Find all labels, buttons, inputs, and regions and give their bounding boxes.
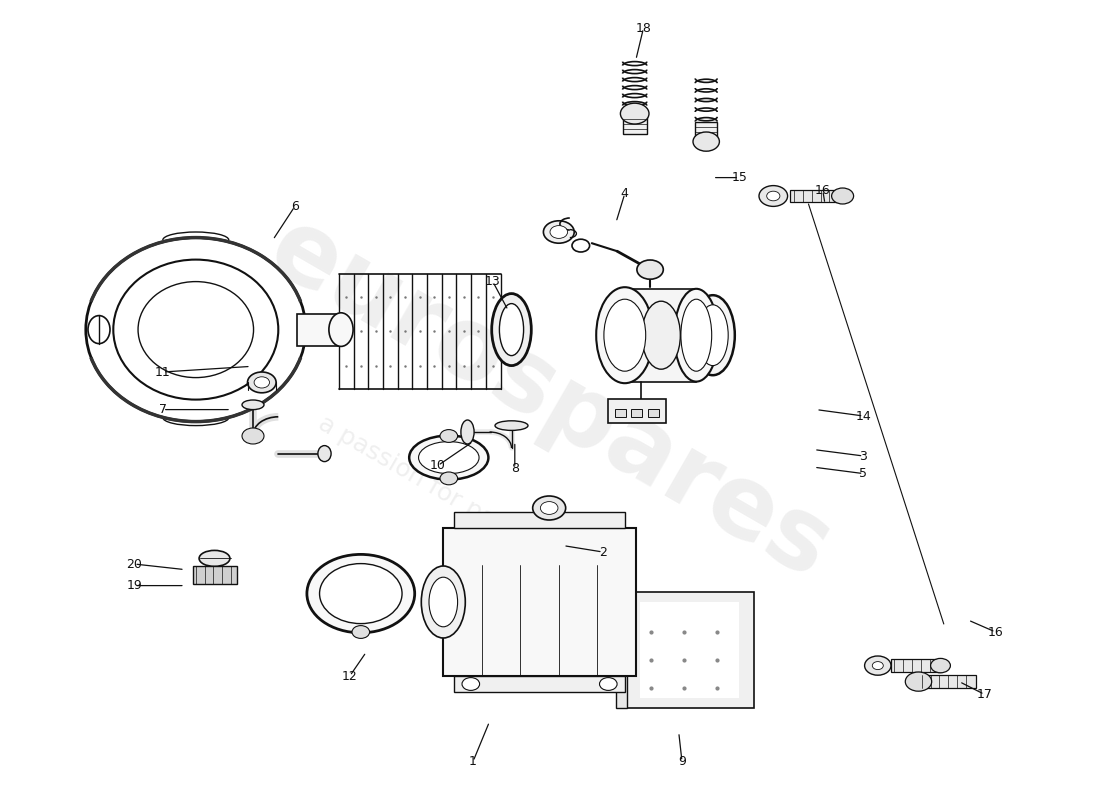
Ellipse shape: [329, 313, 353, 346]
Ellipse shape: [320, 563, 403, 624]
Ellipse shape: [492, 294, 531, 366]
Circle shape: [637, 260, 663, 279]
Ellipse shape: [495, 421, 528, 430]
Text: 16: 16: [988, 626, 1003, 638]
Circle shape: [440, 430, 458, 442]
Circle shape: [462, 678, 480, 690]
Ellipse shape: [596, 287, 653, 383]
Bar: [623, 114, 647, 134]
Text: 14: 14: [856, 410, 871, 422]
Text: 9: 9: [678, 755, 686, 768]
Circle shape: [248, 372, 276, 393]
Ellipse shape: [409, 435, 488, 480]
Ellipse shape: [499, 303, 524, 355]
Text: 6: 6: [290, 200, 299, 213]
Circle shape: [550, 226, 568, 238]
Circle shape: [693, 132, 719, 151]
Ellipse shape: [421, 566, 465, 638]
Bar: [648, 409, 659, 417]
Circle shape: [931, 658, 950, 673]
Bar: [454, 676, 625, 692]
Circle shape: [440, 472, 458, 485]
Bar: [443, 528, 636, 676]
Circle shape: [352, 626, 370, 638]
Text: 19: 19: [126, 579, 142, 592]
Circle shape: [532, 496, 565, 520]
Text: 8: 8: [510, 462, 519, 474]
Ellipse shape: [461, 420, 474, 444]
Bar: [625, 289, 696, 382]
Ellipse shape: [681, 299, 712, 371]
Text: 1: 1: [469, 755, 477, 768]
Circle shape: [572, 239, 590, 252]
Circle shape: [600, 678, 617, 690]
Text: 2: 2: [598, 546, 607, 558]
Circle shape: [767, 191, 780, 201]
Bar: [192, 566, 236, 584]
Ellipse shape: [88, 315, 110, 344]
Ellipse shape: [86, 238, 306, 422]
Text: 18: 18: [636, 22, 651, 34]
Bar: [918, 675, 976, 688]
Circle shape: [543, 221, 574, 243]
Ellipse shape: [674, 289, 718, 382]
Bar: [627, 592, 754, 708]
Circle shape: [759, 186, 788, 206]
Text: 5: 5: [859, 467, 868, 480]
Circle shape: [242, 428, 264, 444]
Text: 4: 4: [620, 187, 629, 200]
Bar: [615, 409, 626, 417]
Ellipse shape: [642, 302, 680, 370]
Bar: [790, 190, 843, 202]
Ellipse shape: [318, 446, 331, 462]
Ellipse shape: [429, 578, 458, 627]
Text: 15: 15: [732, 171, 747, 184]
Bar: [695, 122, 717, 142]
Ellipse shape: [691, 295, 735, 375]
Text: 12: 12: [342, 670, 358, 682]
Text: 17: 17: [977, 688, 992, 701]
Bar: [297, 314, 339, 346]
Ellipse shape: [242, 400, 264, 410]
Ellipse shape: [199, 550, 230, 566]
Bar: [454, 512, 625, 528]
Text: 11: 11: [155, 366, 170, 378]
Ellipse shape: [604, 299, 646, 371]
Ellipse shape: [418, 442, 478, 474]
Bar: [631, 409, 642, 417]
Bar: [891, 659, 940, 672]
Circle shape: [905, 672, 932, 691]
Text: 7: 7: [158, 403, 167, 416]
Text: 10: 10: [430, 459, 446, 472]
Circle shape: [620, 103, 649, 124]
Circle shape: [540, 502, 558, 514]
Ellipse shape: [307, 554, 415, 633]
Text: eurospares: eurospares: [252, 200, 848, 600]
Text: a passion for parts since 1985: a passion for parts since 1985: [315, 411, 653, 621]
Text: 16: 16: [815, 184, 830, 197]
Text: 3: 3: [859, 450, 868, 462]
Bar: [616, 592, 627, 708]
Text: 20: 20: [126, 558, 142, 570]
Circle shape: [832, 188, 854, 204]
Ellipse shape: [697, 305, 728, 366]
Text: 13: 13: [485, 275, 501, 288]
Bar: [640, 602, 739, 698]
Circle shape: [865, 656, 891, 675]
Circle shape: [872, 662, 883, 670]
Bar: [608, 399, 666, 423]
Circle shape: [254, 377, 270, 388]
